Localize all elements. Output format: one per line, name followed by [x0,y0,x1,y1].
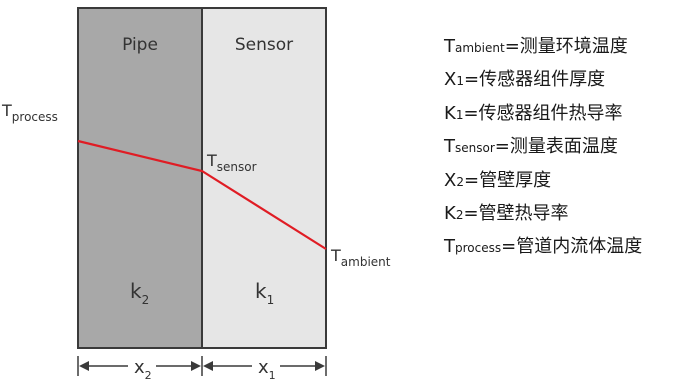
legend-item: Tprocess=管道内流体温度 [444,236,643,258]
t-ambient-label: Tambient [330,246,391,269]
legend-item: Tambient=测量环境温度 [444,36,628,57]
t-sensor-label: Tsensor [206,151,257,174]
legend-item: X2=管壁厚度 [444,169,552,191]
pipe-wall-region [77,7,203,349]
temperature-profile-line [77,139,327,250]
dimension-ticks [77,356,327,376]
k1-label: k1 [255,279,274,307]
legend-item: K2=管壁热导率 [444,202,569,224]
x2-label: x2 [134,357,152,382]
sensor-region [201,7,327,349]
k2-label: k2 [130,279,149,307]
legend-item: K1=传感器组件热导率 [444,102,623,124]
heat-transfer-diagram: Pipe Sensor k2 k1 Tprocess Tsensor Tambi… [1,7,391,382]
pipe-label: Pipe [122,35,158,55]
sensor-label: Sensor [235,35,293,55]
x2-dimension-arrow [79,361,201,371]
legend-item: X1=传感器组件厚度 [444,69,606,91]
variable-legend: Tambient=测量环境温度 X1=传感器组件厚度 K1=传感器组件热导率 T… [444,30,642,264]
legend-item: Tsensor=测量表面温度 [444,136,618,158]
x1-dimension-arrow [203,361,325,371]
x1-label: x1 [258,357,276,382]
t-process-label: Tprocess [1,101,58,124]
